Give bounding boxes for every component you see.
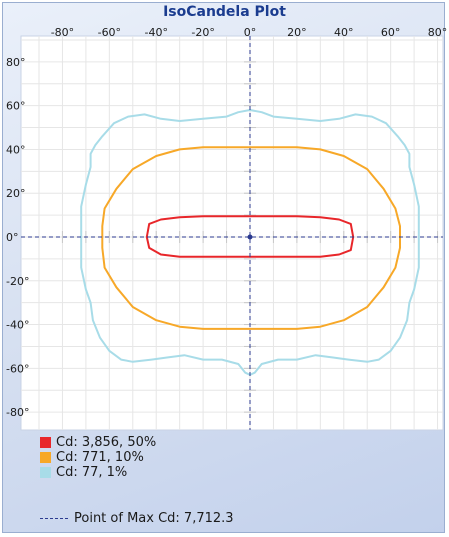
x-tick-label: -40° [144, 26, 167, 39]
y-tick-label: -80° [6, 406, 29, 419]
x-tick-label: 80° [428, 26, 448, 39]
x-tick-label: 40° [334, 26, 354, 39]
y-tick-label: -60° [6, 362, 29, 375]
x-tick-label: 0° [244, 26, 257, 39]
legend-swatch [40, 467, 51, 478]
max-point-legend: Point of Max Cd: 7,712.3 [40, 511, 234, 526]
y-tick-label: 40° [6, 143, 26, 156]
x-tick-label: 60° [381, 26, 401, 39]
legend-item: Cd: 77, 1% [40, 465, 156, 480]
y-tick-label: 80° [6, 56, 26, 69]
y-tick-label: 60° [6, 100, 26, 113]
y-tick-label: -40° [6, 319, 29, 332]
legend-swatch [40, 452, 51, 463]
legend-label: Cd: 3,856, 50% [56, 435, 157, 450]
plot-area [20, 35, 444, 431]
legend-item: Cd: 771, 10% [40, 450, 156, 465]
legend-label: Cd: 771, 10% [56, 450, 144, 465]
x-tick-label: -60° [98, 26, 121, 39]
max-point-label: Point of Max Cd: 7,712.3 [74, 511, 234, 526]
x-tick-label: -20° [191, 26, 214, 39]
max-point-marker [247, 234, 253, 240]
legend-swatch [40, 437, 51, 448]
x-tick-label: -80° [51, 26, 74, 39]
legend: Cd: 3,856, 50% Cd: 771, 10% Cd: 77, 1% [40, 435, 156, 480]
y-tick-label: -20° [6, 275, 29, 288]
chart-title: IsoCandela Plot [163, 4, 286, 20]
y-tick-label: 20° [6, 187, 26, 200]
y-tick-label: 0° [6, 231, 19, 244]
isocandela-contour [101, 146, 401, 330]
x-tick-label: 20° [287, 26, 307, 39]
dashed-line-sample [40, 518, 68, 519]
legend-item: Cd: 3,856, 50% [40, 435, 156, 450]
legend-label: Cd: 77, 1% [56, 465, 128, 480]
